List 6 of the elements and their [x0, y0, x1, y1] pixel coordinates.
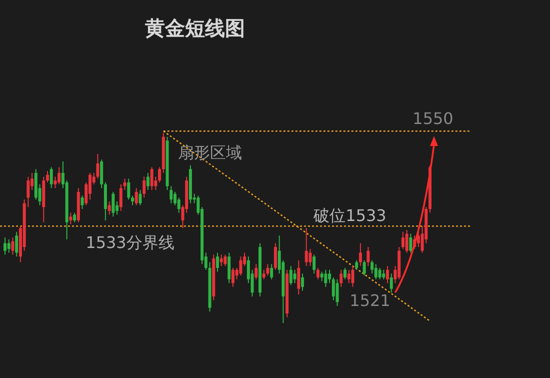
annotation: 1521	[350, 291, 390, 310]
annotation: 破位1533	[312, 206, 386, 225]
annotation: 1533分界线	[86, 233, 174, 252]
annotation: 扇形区域	[178, 143, 242, 162]
chart-title: 黄金短线图	[144, 16, 245, 40]
text: 1550	[412, 109, 454, 128]
